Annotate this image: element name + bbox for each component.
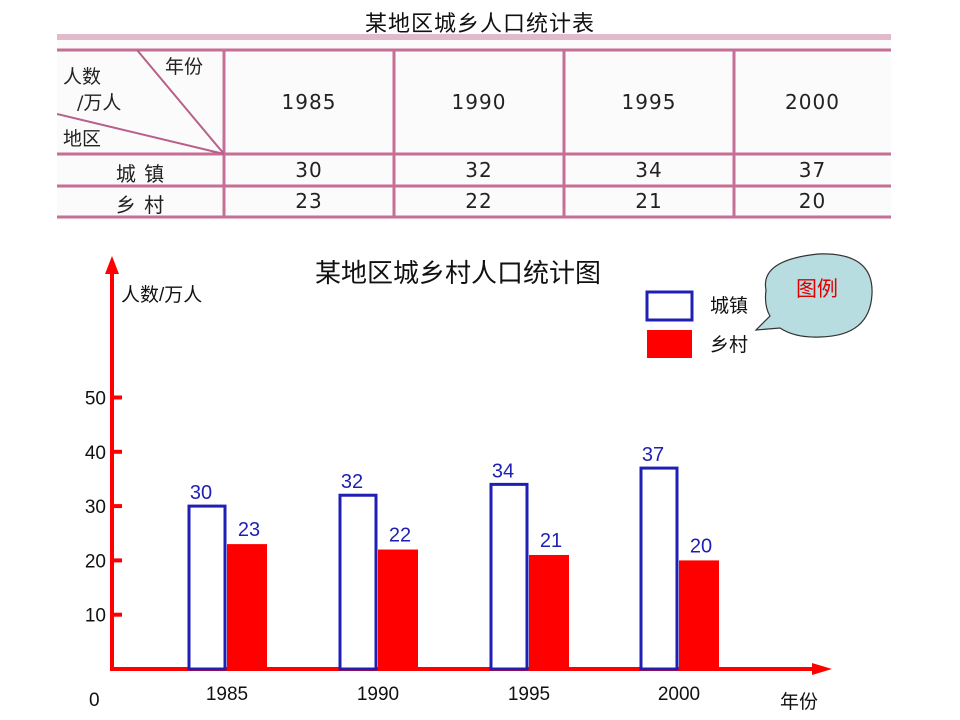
cell-rural-2000: 20	[798, 189, 827, 213]
header-count-label: 人数	[63, 66, 102, 88]
year-header-1995: 1995	[621, 90, 677, 114]
y-tick-label: 50	[85, 389, 106, 410]
year-header-1985: 1985	[281, 90, 337, 114]
year-header-2000: 2000	[785, 90, 840, 114]
cell-urban-1995: 34	[635, 158, 663, 182]
bar-urban	[639, 466, 679, 671]
y-tick-label: 20	[85, 551, 106, 572]
legend-callout-text: 图例	[796, 278, 838, 301]
x-tick-label: 2000	[658, 684, 700, 705]
y-axis-label: 人数/万人	[121, 284, 202, 306]
x-axis-arrow	[812, 663, 832, 675]
cell-urban-1990: 32	[465, 158, 493, 182]
row-label-urban: 城 镇	[115, 162, 166, 186]
x-tick-label: 1990	[357, 684, 399, 705]
cell-urban-1985: 30	[295, 158, 323, 182]
bar-urban	[338, 493, 378, 671]
row-label-rural: 乡 村	[115, 193, 166, 217]
bar-rural	[529, 554, 569, 669]
header-year-label: 年份	[165, 56, 204, 78]
legend-swatch-urban	[645, 290, 694, 322]
cell-rural-1985: 23	[295, 189, 323, 213]
y-axis-arrow	[105, 256, 119, 274]
y-tick-label: 10	[85, 606, 106, 627]
data-label-rural: 22	[389, 525, 411, 547]
population-table: 年份 人数 /万人 地区 1985 1990 1995 2000 城 镇 30 …	[57, 34, 891, 220]
bar-rural	[227, 544, 267, 669]
table-title: 某地区城乡人口统计表	[364, 12, 595, 37]
origin-label: 0	[89, 690, 100, 711]
cell-rural-1995: 21	[635, 189, 663, 213]
data-label-rural: 23	[238, 519, 260, 541]
legend-label-urban: 城镇	[710, 295, 748, 317]
data-label-urban: 30	[190, 482, 212, 504]
header-unit-label: /万人	[77, 92, 122, 114]
data-label-urban: 32	[341, 471, 363, 493]
legend-callout-bubble	[754, 253, 873, 338]
bar-urban	[187, 504, 227, 671]
bar-rural	[679, 560, 719, 669]
cell-rural-1990: 22	[465, 189, 493, 213]
data-label-rural: 20	[690, 535, 712, 557]
bar-urban	[489, 482, 529, 671]
cell-urban-2000: 37	[798, 158, 827, 182]
data-label-rural: 21	[540, 530, 562, 552]
x-tick-label: 1985	[206, 684, 248, 705]
y-tick-label: 30	[85, 497, 106, 518]
x-tick-label: 1995	[508, 684, 550, 705]
chart-title: 某地区城乡村人口统计图	[315, 258, 601, 288]
bar-rural	[378, 549, 418, 669]
data-label-urban: 37	[642, 444, 664, 466]
legend-swatch-rural	[647, 330, 692, 358]
chart-marks: 10 20 30 40 50 30 23 1985 32 22 1990 34 21 1995 37 20 20…	[85, 256, 832, 705]
y-tick-label: 40	[85, 443, 106, 464]
year-header-1990: 1990	[451, 90, 507, 114]
table-grid	[57, 34, 891, 219]
x-axis-label: 年份	[780, 691, 818, 713]
data-label-urban: 34	[492, 460, 514, 482]
legend-label-rural: 乡村	[710, 334, 748, 356]
header-region-label: 地区	[63, 128, 102, 150]
